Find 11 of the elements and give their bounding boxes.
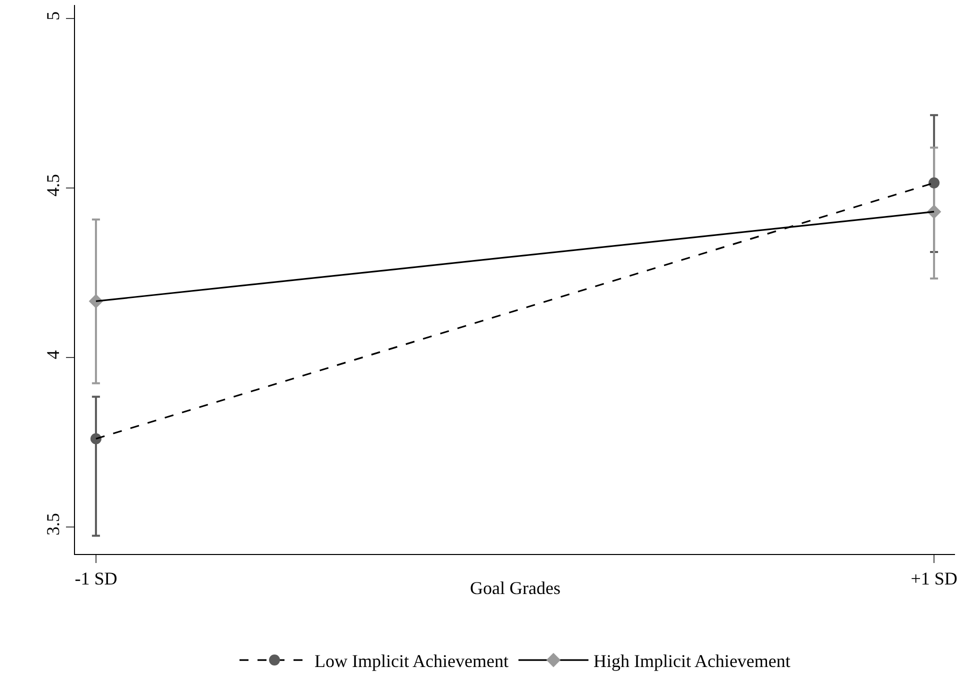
y-tick-label: 4.5 [42, 174, 63, 197]
x-axis-title: Goal Grades [470, 578, 560, 598]
legend-label: Low Implicit Achievement [314, 651, 508, 672]
x-tick-label: -1 SD [74, 568, 118, 589]
y-tick-label: 3.5 [42, 512, 63, 536]
y-tick-label: 5 [42, 11, 63, 20]
point [90, 433, 102, 444]
x-tick-label: +1 SD [910, 568, 958, 589]
legend-label: High Implicit Achievement [593, 651, 790, 672]
point [928, 177, 940, 188]
y-tick-label: 4 [42, 350, 63, 360]
